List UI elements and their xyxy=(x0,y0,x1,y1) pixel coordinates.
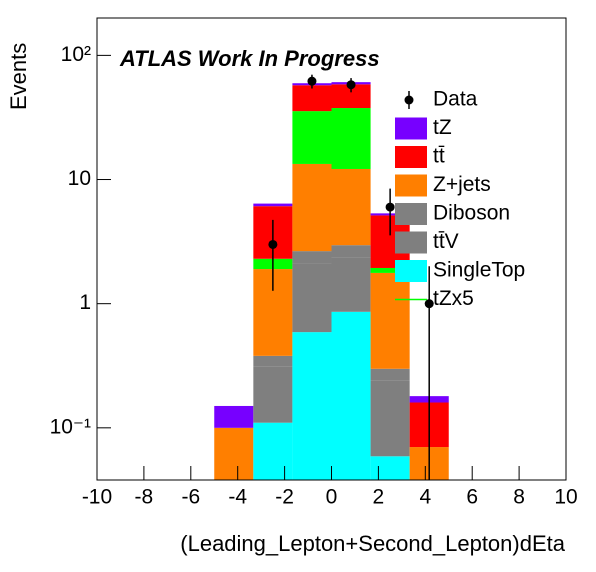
legend-label: tt̄V xyxy=(433,230,459,253)
bar-segment xyxy=(292,332,332,480)
bar-segment xyxy=(370,456,410,480)
data-point xyxy=(268,239,278,249)
bar-segment xyxy=(370,368,410,381)
x-tick-label: 6 xyxy=(466,486,478,509)
bar-segment xyxy=(331,108,371,169)
bar-segment xyxy=(292,85,332,112)
y-tick-label: 10⁻¹ xyxy=(50,415,91,438)
data-point xyxy=(346,80,356,90)
x-tick-label: 10 xyxy=(554,486,577,509)
bar-segment xyxy=(292,251,332,264)
legend-marker xyxy=(395,174,427,197)
y-axis-label: Events xyxy=(6,43,31,110)
bar-segment xyxy=(331,311,371,480)
legend-label: tZx5 xyxy=(433,287,474,310)
bar-segment xyxy=(292,163,332,252)
bar-segment xyxy=(331,257,371,312)
bar-segment xyxy=(253,422,293,480)
x-tick-label: 2 xyxy=(373,486,385,509)
bar-segment xyxy=(370,267,410,273)
bar-segment xyxy=(292,111,332,164)
x-tick-label: -4 xyxy=(228,486,247,509)
legend-marker xyxy=(395,117,427,140)
legend-label: Diboson xyxy=(433,202,510,225)
x-tick-label: -8 xyxy=(135,486,154,509)
bar-segment xyxy=(292,263,332,333)
legend-label: tZ xyxy=(433,116,452,139)
bar-segment xyxy=(331,245,371,258)
bar-segment xyxy=(214,427,254,480)
plot-area xyxy=(214,82,449,480)
bar-segment xyxy=(253,355,293,367)
x-tick-label: -2 xyxy=(275,486,294,509)
x-axis-label: (Leading_Lepton+Second_Lepton)dEta xyxy=(180,531,565,556)
bar-segment xyxy=(331,168,371,246)
x-tick-label: -6 xyxy=(181,486,200,509)
legend-marker xyxy=(395,260,427,282)
legend-marker xyxy=(395,203,427,225)
legend-label: Data xyxy=(433,88,478,111)
chart-title: ATLAS Work In Progress xyxy=(119,46,380,71)
x-tick-label: 8 xyxy=(513,486,525,509)
data-point xyxy=(307,76,317,86)
y-tick-label: 10 xyxy=(68,167,91,190)
bar-segment xyxy=(253,203,293,207)
y-tick-label: 1 xyxy=(79,291,91,314)
legend-label: SingleTop xyxy=(433,259,525,282)
legend-marker xyxy=(404,95,414,105)
data-point xyxy=(424,299,434,309)
y-tick-label: 10² xyxy=(61,43,91,66)
legend-label: Z+jets xyxy=(433,173,491,196)
data-point xyxy=(385,202,395,212)
legend-label: tt̄ xyxy=(433,145,445,168)
x-tick-label: 4 xyxy=(419,486,431,509)
x-tick-label: -10 xyxy=(82,486,112,509)
bar-segment xyxy=(214,405,254,428)
bar-segment xyxy=(253,366,293,423)
x-tick-label: 0 xyxy=(326,486,338,509)
legend-marker xyxy=(395,231,427,254)
bar-segment xyxy=(370,272,410,369)
legend-marker xyxy=(395,146,427,168)
bar-segment xyxy=(331,84,371,109)
bar-segment xyxy=(370,380,410,457)
